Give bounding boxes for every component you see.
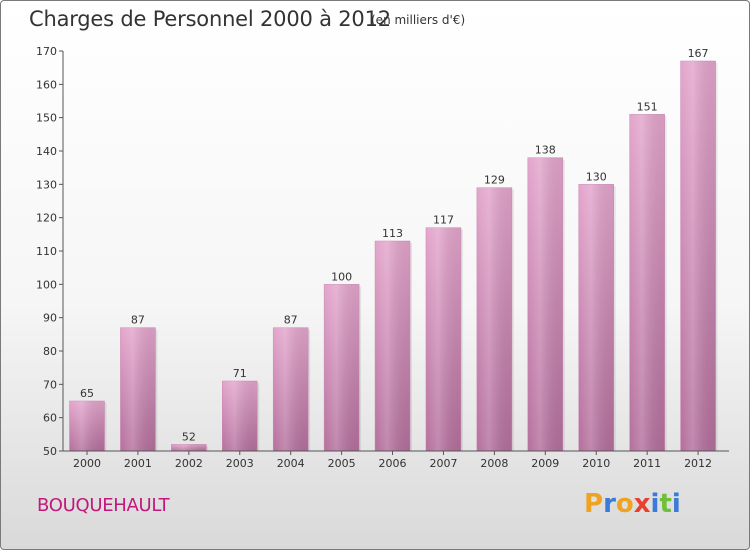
x-tick-label-2001: 2001 (124, 457, 152, 470)
y-tick-label: 110 (36, 245, 57, 258)
bar-shine (375, 241, 411, 451)
bar-shine (69, 401, 105, 451)
x-tick-label-2008: 2008 (480, 457, 508, 470)
value-label-2002: 52 (182, 430, 196, 443)
x-tick-label-2005: 2005 (328, 457, 356, 470)
logo-letter: i (650, 489, 660, 519)
bar-shine (476, 187, 512, 451)
bar-shine (171, 444, 207, 451)
y-axis: 50 60 70 80 90 100 110 120 130 140 150 160 170 (36, 45, 64, 458)
bar-shine (120, 327, 156, 451)
chart-title: Charges de Personnel 2000 à 2012 (29, 7, 391, 31)
y-tick-label: 160 (36, 78, 57, 91)
chart-unit: (en milliers d'€) (371, 13, 466, 27)
bar-shine (324, 284, 360, 451)
value-label-2005: 100 (331, 270, 352, 283)
logo-letter: P (584, 489, 604, 519)
x-axis: 2000 2001 2002 2003 2004 2005 2006 2007 2008 2009… (63, 450, 729, 470)
x-tick-label-2011: 2011 (633, 457, 661, 470)
logo-letter: r (603, 489, 616, 519)
value-label-2008: 129 (484, 174, 505, 187)
bar-shine (578, 184, 614, 452)
bar-shine (425, 227, 461, 451)
y-tick-label: 130 (36, 178, 57, 191)
y-tick-label: 50 (43, 445, 57, 458)
bars: 65 87 52 71 87 100 113 117 129 138 130 151 167 (69, 47, 718, 452)
x-tick-label-2003: 2003 (226, 457, 254, 470)
x-tick-label-2009: 2009 (531, 457, 559, 470)
y-tick-label: 120 (36, 212, 57, 225)
value-label-2006: 113 (382, 227, 403, 240)
bar-shine (222, 381, 258, 451)
bar-shine (629, 114, 665, 451)
bar-shine (273, 327, 309, 451)
value-label-2007: 117 (433, 214, 454, 227)
y-tick-label: 70 (43, 378, 57, 391)
y-tick-label: 140 (36, 145, 57, 158)
logo-letter: x (633, 489, 651, 519)
logo-letter: i (671, 489, 681, 519)
logo-letter: o (615, 489, 634, 519)
x-tick-label-2004: 2004 (277, 457, 305, 470)
x-tick-label-2002: 2002 (175, 457, 203, 470)
y-tick-label: 170 (36, 45, 57, 58)
value-label-2003: 71 (233, 367, 247, 380)
y-tick-label: 80 (43, 345, 57, 358)
bar-shine (680, 61, 716, 451)
x-tick-label-2007: 2007 (429, 457, 457, 470)
x-tick-label-2006: 2006 (379, 457, 407, 470)
bar-shine (527, 157, 563, 451)
x-tick-label-2000: 2000 (73, 457, 101, 470)
value-label-2012: 167 (688, 47, 709, 60)
value-label-2011: 151 (637, 100, 658, 113)
value-label-2009: 138 (535, 144, 556, 157)
value-label-2001: 87 (131, 314, 145, 327)
x-tick-label-2010: 2010 (582, 457, 610, 470)
value-label-2004: 87 (284, 314, 298, 327)
y-tick-label: 90 (43, 312, 57, 325)
y-tick-label: 60 (43, 412, 57, 425)
y-tick-label: 100 (36, 278, 57, 291)
value-label-2000: 65 (80, 387, 94, 400)
value-label-2010: 130 (586, 170, 607, 183)
logo-letter: t (659, 489, 672, 519)
y-tick-label: 150 (36, 112, 57, 125)
x-tick-label-2012: 2012 (684, 457, 712, 470)
proxiti-logo: Proxiti (584, 489, 681, 519)
place-name: BOUQUEHAULT (37, 495, 170, 516)
